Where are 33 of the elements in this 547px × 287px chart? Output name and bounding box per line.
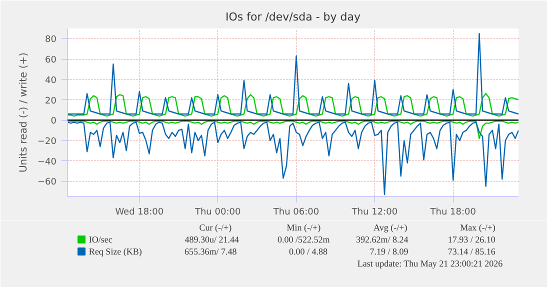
text: 0.00 / 4.88 xyxy=(288,246,328,256)
y-tick-label: 40 xyxy=(45,76,57,86)
x-tick-label: Thu 00:00 xyxy=(194,208,241,218)
y-tick-label: 0 xyxy=(50,116,57,127)
x-tick-label: Thu 18:00 xyxy=(429,208,476,218)
line-series xyxy=(68,93,518,117)
chart-title: IOs for /dev/sda - by day xyxy=(225,10,362,24)
text: 17.93 / 26.10 xyxy=(448,234,496,244)
text: 7.19 / 8.09 xyxy=(370,246,409,256)
legend-label: IO/sec xyxy=(88,234,112,244)
legend-label: Req Size (KB) xyxy=(88,246,142,256)
text: Cur (-/+) xyxy=(199,222,232,232)
text: Max (-/+) xyxy=(460,222,496,232)
y-tick-label: −20 xyxy=(38,137,57,147)
y-tick-label: −60 xyxy=(38,178,57,188)
text: 392.62m/ 8.24 xyxy=(356,234,409,244)
y-tick-label: 60 xyxy=(45,56,57,66)
x-tick-label: Wed 18:00 xyxy=(115,208,164,218)
x-tick-label: Thu 12:00 xyxy=(350,208,398,218)
y-tick-label: −40 xyxy=(38,157,57,168)
text: 73.14 / 85.16 xyxy=(448,246,496,256)
y-tick-label: 20 xyxy=(45,96,57,106)
y-tick-label: 80 xyxy=(45,35,57,46)
text: Last update: Thu May 21 23:00:21 2026 xyxy=(357,258,504,268)
line-series xyxy=(68,32,518,115)
text: Min (-/+) xyxy=(286,222,321,232)
y-axis-title: Units read (-) / write (+) xyxy=(18,52,30,173)
text: 655.36m/ 7.48 xyxy=(184,246,238,256)
text: 0.00 /522.52m xyxy=(277,234,330,244)
x-tick-label: Thu 06:00 xyxy=(272,208,320,218)
text: Avg (-/+) xyxy=(374,222,408,232)
text: 489.30u/ 21.44 xyxy=(184,234,240,244)
line-series xyxy=(68,120,518,140)
